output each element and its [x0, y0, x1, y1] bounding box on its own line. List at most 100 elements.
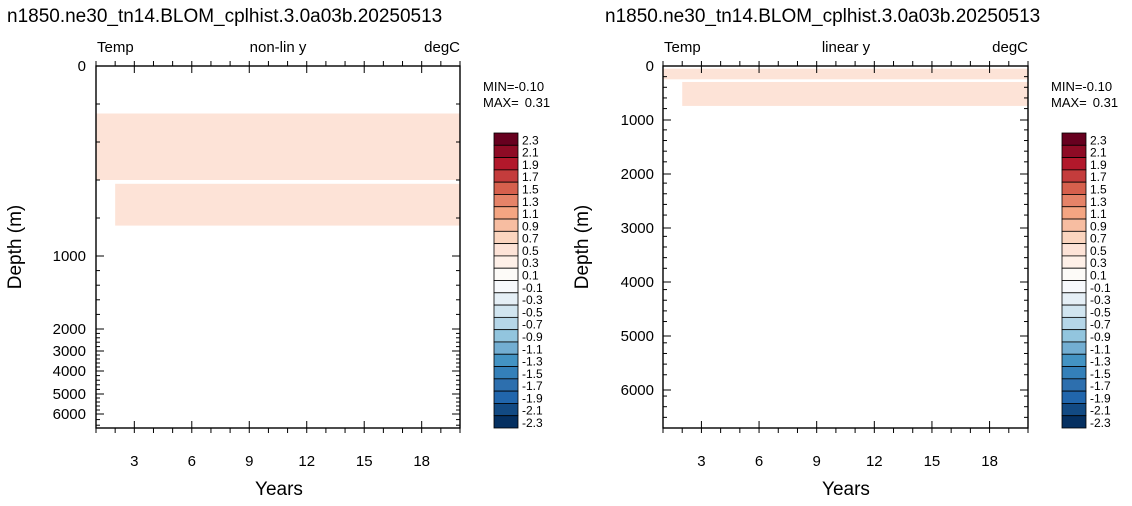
right-colorbar-box: [1061, 390, 1087, 404]
left-colorbar-label: -0.7: [522, 318, 543, 332]
left-colorbar-label: -0.1: [522, 281, 543, 295]
left-contour-region: [115, 183, 460, 226]
left-colorbar: 2.32.11.91.71.51.31.10.90.70.50.30.1-0.1…: [493, 132, 543, 430]
left-x-axis-label: Years: [255, 479, 303, 500]
right-colorbar-box: [1061, 415, 1087, 429]
right-scale-label: linear y: [822, 39, 871, 56]
left-min-label: MIN=-0.10: [483, 79, 544, 94]
left-colorbar-box: [493, 230, 519, 245]
right-colorbar-box: [1061, 403, 1087, 417]
right-colorbar-box: [1061, 181, 1087, 195]
left-x-tick-label: 6: [188, 453, 196, 470]
left-y-tick-label: 3000: [53, 343, 86, 360]
left-chart-title: n1850.ne30_tn14.BLOM_cplhist.3.0a03b.202…: [7, 6, 442, 27]
right-max-label: MAX= 0.31: [1051, 95, 1118, 110]
right-x-axis-label: Years: [822, 479, 870, 500]
left-colorbar-label: 1.7: [522, 170, 539, 184]
left-colorbar-label: -2.1: [522, 404, 543, 418]
right-colorbar-label: 1.9: [1090, 158, 1107, 172]
right-x-tick-label: 9: [813, 453, 821, 470]
left-colorbar-box: [493, 181, 519, 195]
left-colorbar-box: [493, 378, 519, 392]
right-colorbar-label: -1.5: [1090, 367, 1111, 381]
right-colorbar-label: 0.5: [1090, 244, 1107, 258]
right-colorbar-label: 0.9: [1090, 219, 1107, 233]
left-y-tick-label: 4000: [53, 363, 86, 380]
left-colorbar-box: [493, 144, 519, 158]
left-colorbar-label: 0.5: [522, 244, 539, 258]
right-colorbar-box: [1061, 316, 1087, 331]
right-colorbar-box: [1061, 218, 1087, 232]
right-colorbar-label: -0.5: [1090, 305, 1111, 319]
right-colorbar-box: [1061, 304, 1087, 318]
right-colorbar-label: -1.3: [1090, 355, 1111, 369]
right-colorbar-label: -2.3: [1090, 416, 1111, 430]
left-colorbar-label: 1.3: [522, 195, 539, 209]
left-colorbar-box: [493, 366, 519, 380]
right-colorbar-label: 0.7: [1090, 232, 1107, 246]
left-colorbar-label: 1.1: [522, 207, 539, 221]
left-colorbar-box: [493, 157, 519, 171]
right-colorbar-box: [1061, 157, 1087, 171]
left-colorbar-box: [493, 415, 519, 429]
right-colorbar-box: [1061, 230, 1087, 245]
right-colorbar-label: 0.3: [1090, 256, 1107, 270]
left-y-tick-label: 0: [78, 58, 86, 75]
left-max-label: MAX= 0.31: [483, 95, 550, 110]
left-x-tick-label: 18: [413, 453, 430, 470]
right-colorbar-box: [1061, 292, 1087, 306]
left-y-axis-label: Depth (m): [5, 205, 26, 289]
left-colorbar-label: 2.1: [522, 146, 539, 160]
left-colorbar-label: 0.9: [522, 219, 539, 233]
right-colorbar-box: [1061, 341, 1087, 355]
right-colorbar-box: [1061, 194, 1087, 208]
right-colorbar-box: [1061, 378, 1087, 392]
left-colorbar-box: [493, 304, 519, 318]
right-colorbar-label: 2.1: [1090, 146, 1107, 160]
right-colorbar-box: [1061, 267, 1087, 281]
right-colorbar-box: [1061, 132, 1087, 146]
right-colorbar-label: -0.3: [1090, 293, 1111, 307]
right-chart-title: n1850.ne30_tn14.BLOM_cplhist.3.0a03b.202…: [605, 6, 1040, 27]
left-colorbar-box: [493, 206, 519, 220]
right-colorbar-label: -0.7: [1090, 318, 1111, 332]
left-colorbar-label: -1.3: [522, 355, 543, 369]
right-contour-region: [663, 68, 1028, 80]
left-colorbar-box: [493, 353, 519, 367]
right-x-tick-label: 6: [755, 453, 763, 470]
left-colorbar-label: -0.5: [522, 305, 543, 319]
left-colorbar-label: -0.3: [522, 293, 543, 307]
right-colorbar-label: -0.1: [1090, 281, 1111, 295]
left-colorbar-box: [493, 194, 519, 208]
left-colorbar-label: 2.3: [522, 133, 539, 147]
left-colorbar-label: -2.3: [522, 416, 543, 430]
right-plot-frame: [662, 65, 1029, 429]
left-y-tick-label: 1000: [53, 248, 86, 265]
left-panel: n1850.ne30_tn14.BLOM_cplhist.3.0a03b.202…: [5, 6, 550, 500]
left-colorbar-label: -1.1: [522, 342, 543, 356]
right-colorbar-box: [1061, 243, 1087, 257]
right-y-tick-label: 2000: [621, 166, 654, 183]
left-colorbar-label: -1.7: [522, 379, 543, 393]
right-contour-region: [682, 81, 1028, 106]
left-colorbar-box: [493, 132, 519, 146]
left-units-label: degC: [424, 39, 460, 56]
right-x-tick-label: 15: [924, 453, 941, 470]
left-colorbar-box: [493, 316, 519, 331]
left-plot-frame: [95, 65, 461, 429]
left-colorbar-box: [493, 329, 519, 343]
right-y-tick-label: 0: [646, 58, 654, 75]
left-colorbar-box: [493, 218, 519, 232]
right-plot-area: [663, 66, 1028, 428]
right-colorbar-label: 0.1: [1090, 269, 1107, 283]
right-colorbar: 2.32.11.91.71.51.31.10.90.70.50.30.1-0.1…: [1061, 132, 1111, 430]
right-colorbar-box: [1061, 280, 1087, 294]
left-scale-label: non-lin y: [250, 39, 307, 56]
right-y-tick-label: 5000: [621, 328, 654, 345]
left-colorbar-label: 0.7: [522, 232, 539, 246]
right-x-tick-label: 12: [866, 453, 883, 470]
right-min-label: MIN=-0.10: [1051, 79, 1112, 94]
right-units-label: degC: [992, 39, 1028, 56]
right-x-tick-label: 3: [697, 453, 705, 470]
